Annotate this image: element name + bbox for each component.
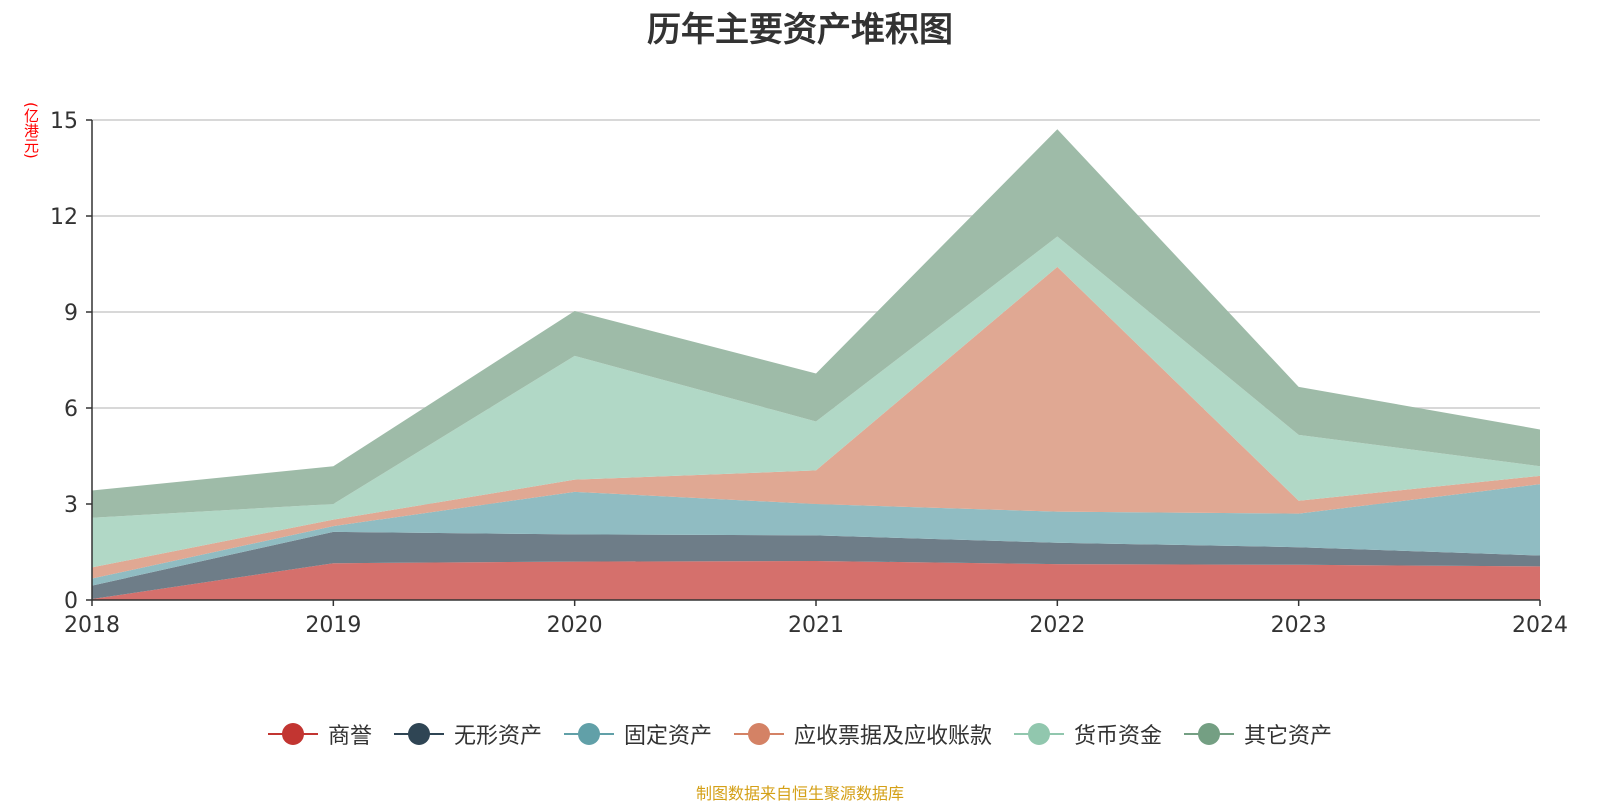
legend-marker-icon <box>1184 722 1235 746</box>
x-tick-label-3: 2021 <box>788 613 844 638</box>
legend-label: 货币资金 <box>1074 724 1163 749</box>
legend-item-0[interactable]: 商誉 <box>267 718 372 750</box>
legend-marker-icon <box>1014 722 1065 746</box>
area-series <box>92 129 1540 600</box>
area-series-5 <box>92 129 1540 518</box>
legend-dot <box>281 723 304 745</box>
legend-label: 固定资产 <box>623 724 712 749</box>
stacked-area-chart: 0 3 6 9 12 15 2018 2019 2020 2021 2022 2023 2024 <box>50 109 1568 638</box>
area-series-3 <box>92 266 1540 579</box>
y-axis-unit-label: (亿港元) <box>22 102 40 159</box>
legend-dot <box>748 723 770 745</box>
x-tick-label-4: 2022 <box>1029 613 1085 638</box>
legend-item-5[interactable]: 其它资产 <box>1184 718 1332 750</box>
legend: 商誉 无形资产 固定资产 应收票据及应收账款 货币资金 其它资产 <box>0 718 1600 750</box>
source-note: 制图数据来自恒生聚源数据库 <box>695 784 904 803</box>
legend-item-1[interactable]: 无形资产 <box>393 718 542 750</box>
y-tick-label-1: 3 <box>64 493 78 518</box>
legend-label: 商誉 <box>327 724 372 749</box>
legend-dot <box>1028 723 1051 745</box>
y-tick-label-5: 15 <box>50 109 78 134</box>
legend-dot <box>407 723 430 745</box>
area-series-2 <box>92 484 1540 586</box>
axes: 0 3 6 9 12 15 2018 2019 2020 2021 2022 2023 2024 <box>50 109 1568 638</box>
legend-item-3[interactable]: 应收票据及应收账款 <box>734 718 992 750</box>
chart-title: 历年主要资产堆积图 <box>647 10 953 50</box>
area-series-1 <box>92 531 1540 600</box>
legend-label: 应收票据及应收账款 <box>794 724 993 749</box>
area-series-4 <box>92 236 1540 568</box>
x-tick-label-6: 2024 <box>1512 613 1568 638</box>
x-tick-label-0: 2018 <box>64 613 120 638</box>
y-tick-label-4: 12 <box>50 205 78 230</box>
legend-label: 无形资产 <box>453 724 542 749</box>
x-tick-label-1: 2019 <box>305 613 361 638</box>
y-tick-label-0: 0 <box>64 589 78 614</box>
legend-marker-icon <box>393 722 444 746</box>
legend-label: 其它资产 <box>1244 724 1333 749</box>
legend-marker-icon <box>563 722 614 746</box>
legend-item-2[interactable]: 固定资产 <box>563 718 712 750</box>
legend-dot <box>1198 723 1221 745</box>
legend-marker-icon <box>267 722 318 746</box>
area-series-0 <box>92 560 1540 600</box>
y-tick-label-3: 9 <box>64 301 78 326</box>
x-tick-label-5: 2023 <box>1271 613 1327 638</box>
legend-marker-icon <box>734 722 784 746</box>
y-tick-label-2: 6 <box>64 397 78 422</box>
x-tick-label-2: 2020 <box>547 613 603 638</box>
legend-dot <box>577 723 600 745</box>
legend-item-4[interactable]: 货币资金 <box>1014 718 1162 750</box>
